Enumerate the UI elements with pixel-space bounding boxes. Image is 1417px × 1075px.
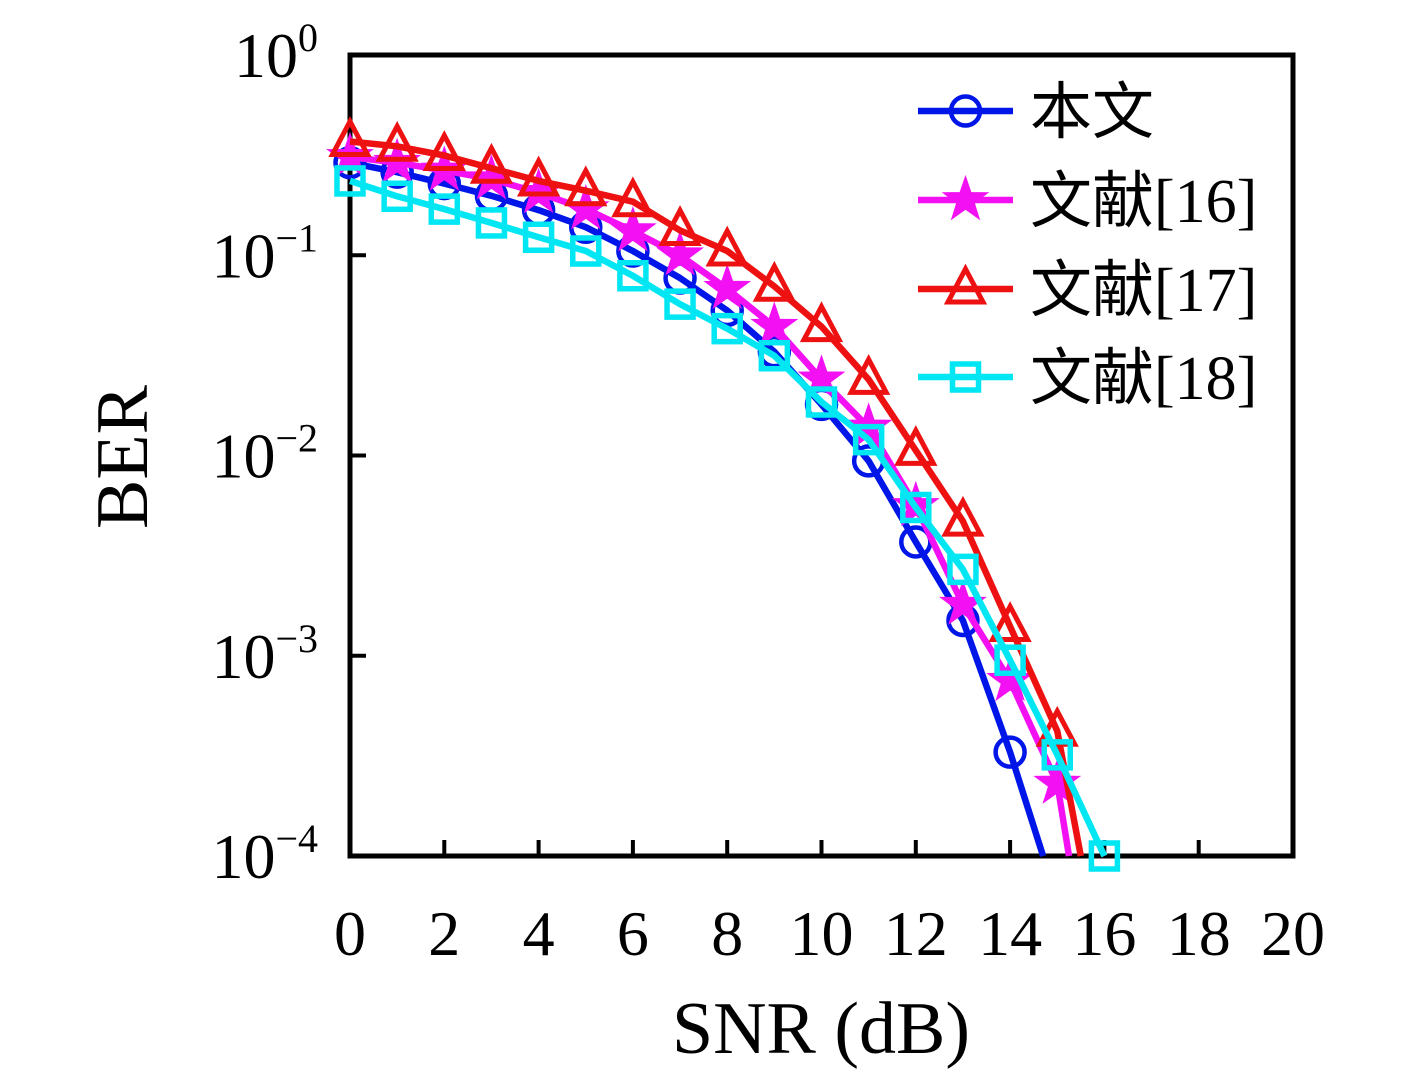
y-tick-exponent: −4 xyxy=(275,816,318,861)
triangle-marker xyxy=(375,120,419,162)
square-marker xyxy=(522,221,555,253)
star-marker xyxy=(1033,758,1082,804)
y-tick-base: 10 xyxy=(211,621,275,692)
square-marker xyxy=(428,193,461,225)
square-marker xyxy=(475,207,508,239)
square-marker xyxy=(570,235,602,267)
circle-marker xyxy=(948,94,983,128)
y-tick-exponent: −3 xyxy=(275,616,318,661)
y-axis-title: BER xyxy=(82,384,164,529)
y-tick-label: 10−4 xyxy=(211,816,318,892)
star-marker xyxy=(656,230,704,276)
y-tick-exponent: −2 xyxy=(275,416,318,461)
y-tick-label: 10−1 xyxy=(211,215,318,291)
triangle-marker xyxy=(846,354,891,395)
square-marker xyxy=(805,386,838,418)
x-tick-label: 6 xyxy=(617,898,649,969)
series-line-proposed xyxy=(349,159,1047,857)
square-marker xyxy=(994,644,1026,676)
x-tick-label: 0 xyxy=(334,898,366,969)
triangle-marker xyxy=(469,142,514,184)
square-marker xyxy=(758,339,791,372)
star-marker xyxy=(750,301,799,347)
square-marker xyxy=(1088,840,1121,872)
square-marker xyxy=(1041,739,1073,771)
y-tick-label: 10−3 xyxy=(211,616,318,692)
triangle-marker xyxy=(516,155,561,197)
y-tick-exponent: −1 xyxy=(275,215,318,260)
triangle-marker xyxy=(943,263,988,305)
y-tick-exponent: 0 xyxy=(298,15,318,60)
data-series xyxy=(326,116,1121,872)
triangle-marker xyxy=(941,495,985,537)
legend-item-proposed: 本文 xyxy=(918,79,1154,147)
y-tick-base: 10 xyxy=(211,821,275,892)
square-marker xyxy=(381,180,413,213)
x-tick-label: 12 xyxy=(884,898,948,969)
y-tick-label: 100 xyxy=(234,15,318,91)
y-tick-base: 10 xyxy=(234,20,298,91)
legend-item-ref17: 文献[17] xyxy=(918,257,1257,325)
x-tick-label: 2 xyxy=(428,898,460,969)
circle-marker xyxy=(993,735,1027,769)
x-axis-title: SNR (dB) xyxy=(672,988,970,1070)
series-ref18 xyxy=(334,165,1121,872)
square-marker xyxy=(852,423,885,456)
legend-label-ref16: 文献[16] xyxy=(1030,168,1257,236)
square-marker xyxy=(617,260,649,292)
square-marker xyxy=(334,165,366,197)
triangle-marker xyxy=(705,225,749,267)
star-marker xyxy=(703,263,752,310)
triangle-marker xyxy=(799,301,844,343)
legend-label-proposed: 本文 xyxy=(1030,79,1154,147)
legend-item-ref16: 文献[16] xyxy=(918,168,1257,236)
legend-label-ref17: 文献[17] xyxy=(1030,257,1257,325)
series-line-ref18 xyxy=(348,177,1108,858)
legend-label-ref18: 文献[18] xyxy=(1030,345,1257,413)
x-tick-label: 14 xyxy=(978,898,1042,969)
x-tick-label: 18 xyxy=(1167,898,1231,969)
square-marker xyxy=(664,288,696,320)
y-tick-label: 10−2 xyxy=(211,416,318,492)
x-tick-label: 4 xyxy=(523,898,555,969)
square-marker xyxy=(949,361,982,393)
series-ref17 xyxy=(328,116,1084,857)
triangle-marker xyxy=(328,116,372,157)
square-marker xyxy=(711,312,743,345)
x-tick-label: 10 xyxy=(790,898,854,969)
star-marker xyxy=(941,174,990,221)
square-marker xyxy=(900,491,932,524)
triangle-marker xyxy=(658,205,702,246)
y-tick-base: 10 xyxy=(211,421,275,492)
triangle-marker xyxy=(611,176,655,218)
star-marker xyxy=(609,205,657,252)
triangle-marker xyxy=(752,260,797,302)
triangle-marker xyxy=(894,425,938,466)
square-marker xyxy=(947,553,979,586)
triangle-marker xyxy=(988,601,1032,642)
legend-item-ref18: 文献[18] xyxy=(918,345,1257,413)
y-tick-base: 10 xyxy=(211,220,275,291)
x-tick-label: 8 xyxy=(711,898,743,969)
x-tick-label: 20 xyxy=(1261,898,1325,969)
triangle-marker xyxy=(422,130,466,171)
triangle-marker xyxy=(564,165,608,207)
x-tick-label: 16 xyxy=(1072,898,1136,969)
